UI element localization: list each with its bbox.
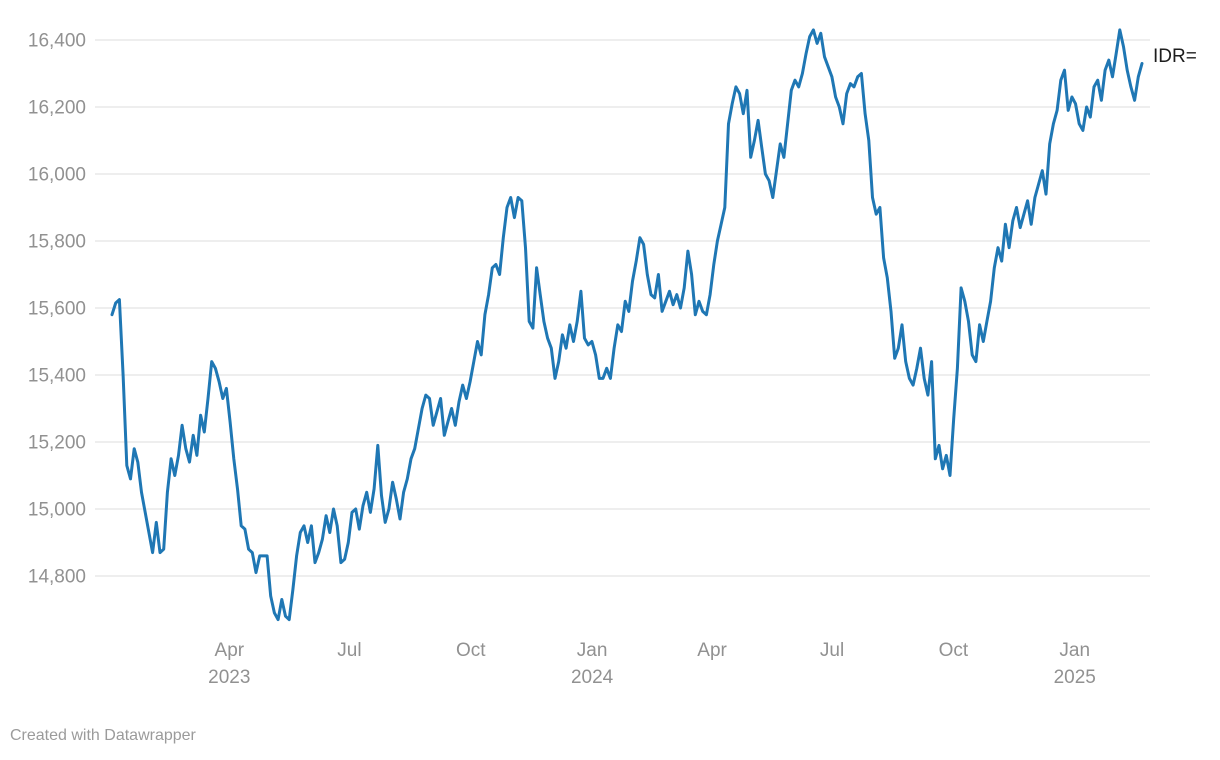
x-tick-year-label: 2025 bbox=[1054, 667, 1096, 688]
x-tick-label: Jul bbox=[820, 640, 844, 661]
x-tick-year-label: 2023 bbox=[208, 667, 250, 688]
y-tick-label: 15,400 bbox=[28, 366, 86, 387]
x-tick-year-label: 2024 bbox=[571, 667, 614, 688]
x-tick-label: Oct bbox=[456, 640, 486, 661]
y-tick-label: 15,200 bbox=[28, 433, 86, 454]
x-tick-label: Jul bbox=[337, 640, 361, 661]
x-tick-label: Jan bbox=[577, 640, 608, 661]
x-tick-label: Apr bbox=[697, 640, 727, 661]
y-tick-label: 16,200 bbox=[28, 98, 86, 119]
series-path bbox=[110, 28, 1144, 622]
footer-credit: Created with Datawrapper bbox=[10, 727, 196, 744]
y-tick-label: 15,600 bbox=[28, 299, 86, 320]
series-end-label: IDR= bbox=[1153, 46, 1197, 67]
y-tick-label: 16,000 bbox=[28, 165, 86, 186]
y-tick-label: 15,000 bbox=[28, 500, 86, 521]
y-tick-label: 16,400 bbox=[28, 31, 86, 52]
x-tick-label: Jan bbox=[1059, 640, 1090, 661]
x-tick-label: Oct bbox=[939, 640, 969, 661]
x-tick-label: Apr bbox=[215, 640, 245, 661]
y-tick-label: 14,800 bbox=[28, 567, 86, 588]
y-tick-label: 15,800 bbox=[28, 232, 86, 253]
